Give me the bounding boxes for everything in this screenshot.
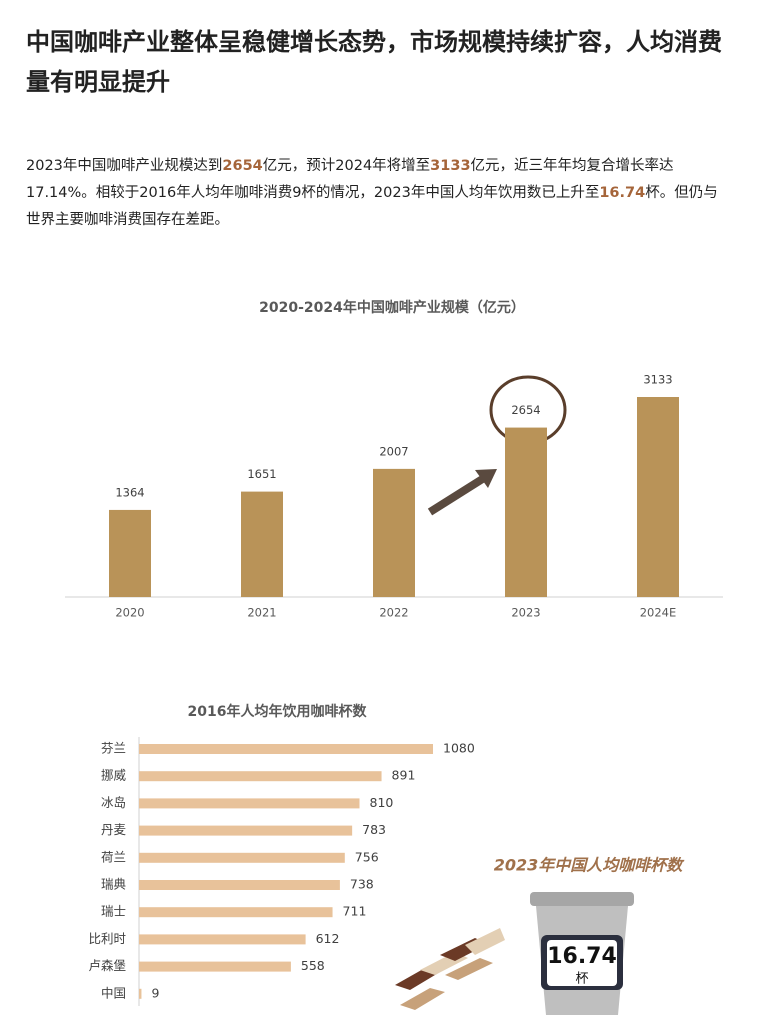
value-label: 1080: [443, 741, 475, 756]
value-label: 3133: [643, 373, 672, 387]
bar: [373, 468, 415, 597]
arrow-shaft: [427, 474, 487, 516]
paragraph: 2023年中国咖啡产业规模达到2654亿元，预计2024年将增至3133亿元，近…: [26, 153, 726, 234]
bar: [241, 491, 283, 597]
bar: [139, 771, 382, 782]
value-label: 1364: [115, 485, 144, 499]
heading: 中国咖啡产业整体呈稳健增长态势，市场规模持续扩容，人均消费量有明显提升: [26, 28, 722, 96]
chart-title: 2020-2024年中国咖啡产业规模（亿元）: [259, 299, 525, 316]
value-label: 612: [316, 931, 340, 946]
bar: [637, 397, 679, 597]
value-label: 756: [355, 849, 379, 864]
text: 亿元，预计2024年将增至: [262, 158, 431, 174]
y-tick-label: 比利时: [88, 931, 126, 946]
x-tick-label: 2023: [511, 606, 540, 620]
y-tick-label: 瑞士: [101, 904, 126, 919]
value-label: 9: [151, 985, 159, 1000]
chart-title: 2016年人均年饮用咖啡杯数: [188, 703, 368, 720]
y-tick-label: 中国: [101, 985, 126, 1000]
y-tick-label: 挪威: [101, 768, 127, 783]
y-tick-label: 芬兰: [101, 741, 126, 756]
bar: [139, 744, 433, 754]
bar: [505, 427, 547, 597]
bar: [139, 988, 142, 999]
value-label: 711: [343, 904, 367, 919]
x-tick-label: 2022: [379, 606, 408, 620]
cup-unit: 杯: [575, 972, 588, 987]
value-label: 810: [370, 795, 394, 810]
value-label: 2654: [511, 403, 540, 417]
highlight-text: 2654: [222, 158, 263, 174]
y-tick-label: 荷兰: [101, 849, 126, 864]
bar: [109, 509, 151, 597]
bar: [139, 934, 306, 945]
value-label: 738: [350, 877, 374, 892]
cup-value: 16.74: [547, 944, 617, 969]
bar: [139, 880, 340, 890]
y-tick-label: 冰岛: [101, 795, 126, 810]
value-label: 783: [362, 822, 386, 837]
arrow-head: [475, 469, 497, 488]
highlight-text: 3133: [430, 158, 471, 174]
bar: [139, 798, 360, 809]
y-tick-label: 丹麦: [101, 822, 127, 837]
cup-title: 2023年中国人均咖啡杯数: [494, 856, 686, 875]
value-label: 2007: [379, 444, 408, 458]
x-tick-label: 2024E: [640, 606, 677, 620]
text: 亿元，近三年年均复合增长率达17.14%。相较于2016年人均年咖啡消费9杯的情…: [26, 158, 674, 201]
value-label: 891: [392, 768, 416, 783]
bar: [139, 961, 291, 972]
value-label: 558: [301, 958, 325, 973]
value-label: 1651: [247, 467, 276, 481]
bar: [139, 825, 353, 836]
x-tick-label: 2021: [247, 606, 276, 620]
x-tick-label: 2020: [115, 606, 144, 620]
bar: [139, 852, 345, 863]
y-tick-label: 卢森堡: [88, 958, 126, 973]
text: 2023年中国咖啡产业规模达到: [26, 158, 223, 174]
coffee-cup: [530, 892, 634, 1015]
text: 杯。但仍与世界主要咖啡消费国存在差距。: [26, 185, 718, 228]
highlight-text: 16.74: [599, 185, 646, 201]
stairs-decoration: [395, 928, 505, 1010]
bar: [139, 907, 333, 918]
y-tick-label: 瑞典: [101, 877, 126, 892]
